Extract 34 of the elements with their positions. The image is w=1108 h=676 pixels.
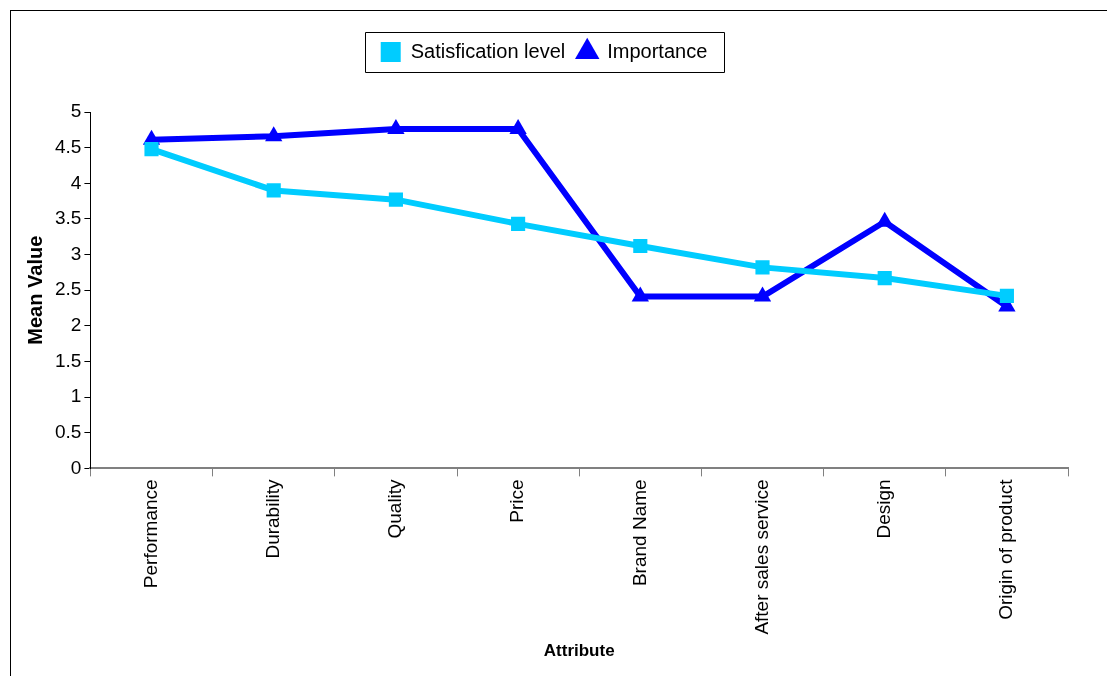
y-tick-label: 1.5 (54, 349, 82, 371)
point (388, 192, 403, 207)
y-tick-label: 2 (70, 314, 82, 336)
y-tick-label: 5 (70, 100, 82, 122)
y-tick-label: 3.5 (54, 207, 82, 229)
x-tick-label: After sales service (750, 479, 772, 635)
point (877, 271, 892, 286)
x-tick-label: Durability (261, 478, 283, 559)
y-tick-label: 3 (70, 242, 82, 264)
point (755, 260, 770, 275)
y-tick-label: 0.5 (54, 420, 82, 442)
point (999, 288, 1014, 303)
y-axis-title: Mean Value (23, 235, 46, 345)
x-tick-label: Origin of product (995, 478, 1017, 620)
x-tick-label: Price (506, 479, 528, 523)
legend-label: Satisfication level (410, 39, 566, 62)
point (633, 238, 648, 254)
x-tick-label: Design (872, 479, 894, 539)
y-tick-label: 0 (70, 456, 82, 478)
y-tick-label: 4.5 (54, 135, 82, 157)
point (509, 119, 527, 135)
x-tick-label: Quality (384, 478, 406, 539)
x-tick-label: Performance (139, 479, 161, 589)
y-tick-label: 1 (70, 385, 82, 407)
point (511, 216, 526, 231)
legend-label: Importance (607, 39, 708, 62)
point (144, 141, 159, 157)
y-tick-label: 2.5 (54, 278, 82, 300)
point (387, 119, 405, 135)
y-tick-label: 4 (70, 171, 82, 193)
x-tick-label: Brand Name (628, 479, 650, 587)
x-axis-title: Attribute (543, 641, 615, 661)
point (266, 183, 281, 198)
point (265, 126, 283, 142)
